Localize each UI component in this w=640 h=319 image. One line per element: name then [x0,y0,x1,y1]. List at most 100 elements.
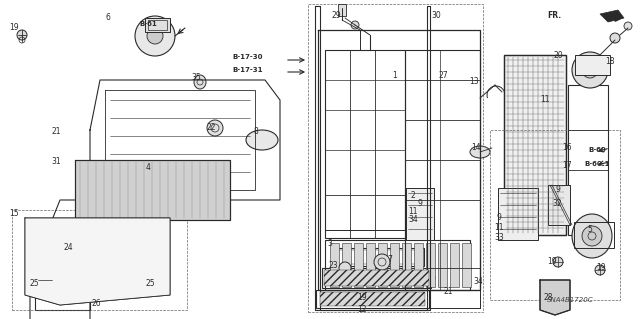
Text: 22: 22 [206,123,216,132]
Text: 15: 15 [9,209,19,218]
Bar [574,222,614,248]
Bar [156,222,162,272]
Text: 16: 16 [562,144,572,152]
Ellipse shape [572,214,612,258]
Bar [324,270,429,286]
Bar [406,188,434,240]
Text: 1: 1 [392,71,397,80]
Bar [330,243,339,287]
Text: SNA4B1720C: SNA4B1720C [547,297,593,303]
Text: 35: 35 [191,73,201,83]
Bar [308,4,483,312]
Text: 21: 21 [444,287,452,296]
Ellipse shape [70,257,90,273]
Text: 33: 33 [494,234,504,242]
Text: 19: 19 [9,24,19,33]
Bar [132,222,138,272]
Bar [325,50,405,238]
Bar [354,243,363,287]
Bar [322,268,431,288]
Polygon shape [540,280,570,315]
Text: 25: 25 [145,279,155,288]
Ellipse shape [17,30,27,40]
Text: B-61: B-61 [139,21,157,27]
Text: 34: 34 [473,278,483,286]
Text: 23: 23 [328,261,338,270]
Ellipse shape [624,22,632,30]
Text: 11: 11 [540,95,550,105]
Bar [462,243,471,287]
Text: B-60-1: B-60-1 [584,161,610,167]
Text: 12: 12 [357,306,367,315]
Bar [92,222,98,272]
Text: 2: 2 [411,190,415,199]
Bar [342,243,351,287]
Ellipse shape [38,274,52,286]
Bar [402,243,411,287]
Bar [504,55,566,235]
Bar [108,222,114,272]
Text: 28: 28 [543,293,553,302]
Bar [414,243,423,287]
Bar [148,20,167,30]
Bar [575,55,610,75]
Text: 24: 24 [63,243,73,253]
Text: 25: 25 [29,279,39,288]
Text: 34: 34 [408,216,418,225]
Text: 31: 31 [51,158,61,167]
Text: 19: 19 [547,257,557,266]
Ellipse shape [246,130,278,150]
Bar [88,220,163,275]
Ellipse shape [425,273,435,283]
Text: 7: 7 [388,256,392,264]
Ellipse shape [582,226,602,246]
Ellipse shape [582,62,598,78]
Bar [116,222,122,272]
Bar [338,4,346,16]
Bar [65,242,93,258]
Ellipse shape [150,255,160,265]
Text: B-17-30: B-17-30 [233,54,263,60]
Text: 14: 14 [471,144,481,152]
Bar [145,18,170,32]
Bar [504,55,566,235]
Bar [338,250,420,264]
Bar [35,225,90,310]
Bar [140,222,146,272]
Text: B-60: B-60 [588,147,606,153]
Text: 9: 9 [417,198,422,207]
Text: 18: 18 [605,57,615,66]
Text: 9: 9 [556,186,561,195]
Bar [390,243,399,287]
Ellipse shape [595,265,605,275]
Ellipse shape [135,16,175,56]
Text: 20: 20 [553,51,563,61]
Bar [498,188,538,240]
Ellipse shape [143,267,161,283]
Bar [124,222,130,272]
Ellipse shape [351,21,359,29]
Text: FR.: FR. [547,11,561,20]
Polygon shape [25,218,170,305]
Bar [548,185,570,225]
Text: 9: 9 [497,213,501,222]
Bar [334,248,424,266]
Bar [450,243,459,287]
Bar [325,240,470,290]
Text: 17: 17 [562,160,572,169]
Bar [490,130,620,300]
Ellipse shape [147,28,163,44]
Ellipse shape [194,75,206,89]
Bar [378,243,387,287]
Ellipse shape [610,33,620,43]
Bar [320,292,425,306]
Ellipse shape [374,254,390,270]
Text: 4: 4 [145,164,150,173]
Bar [12,210,187,310]
Text: 11: 11 [408,206,418,216]
Ellipse shape [470,146,490,158]
Text: 3: 3 [328,240,332,249]
Text: 27: 27 [438,71,448,80]
Text: 6: 6 [106,13,111,23]
Text: 32: 32 [552,198,562,207]
